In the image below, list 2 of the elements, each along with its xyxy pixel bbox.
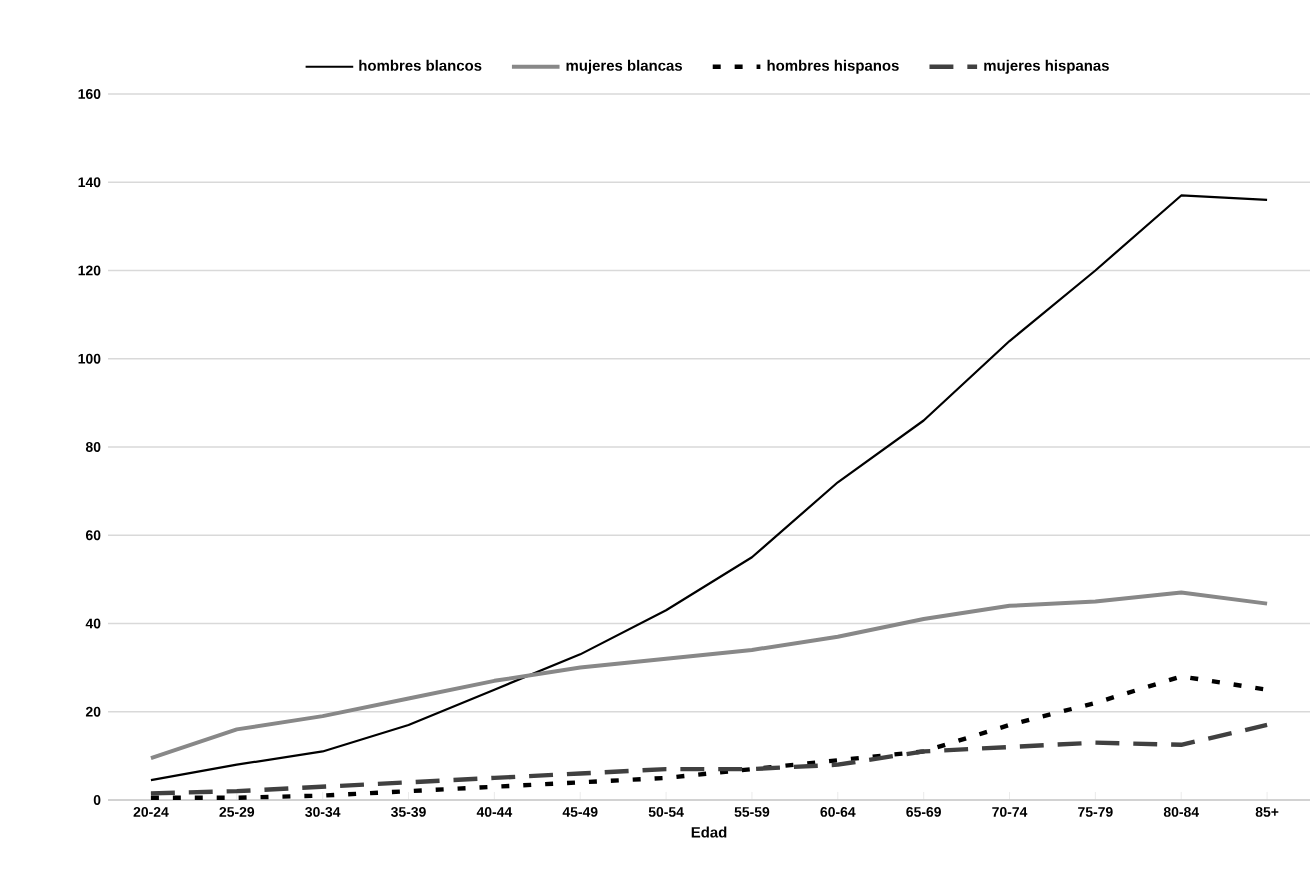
- line-series: [149, 194, 1269, 782]
- line-series: [148, 590, 1270, 761]
